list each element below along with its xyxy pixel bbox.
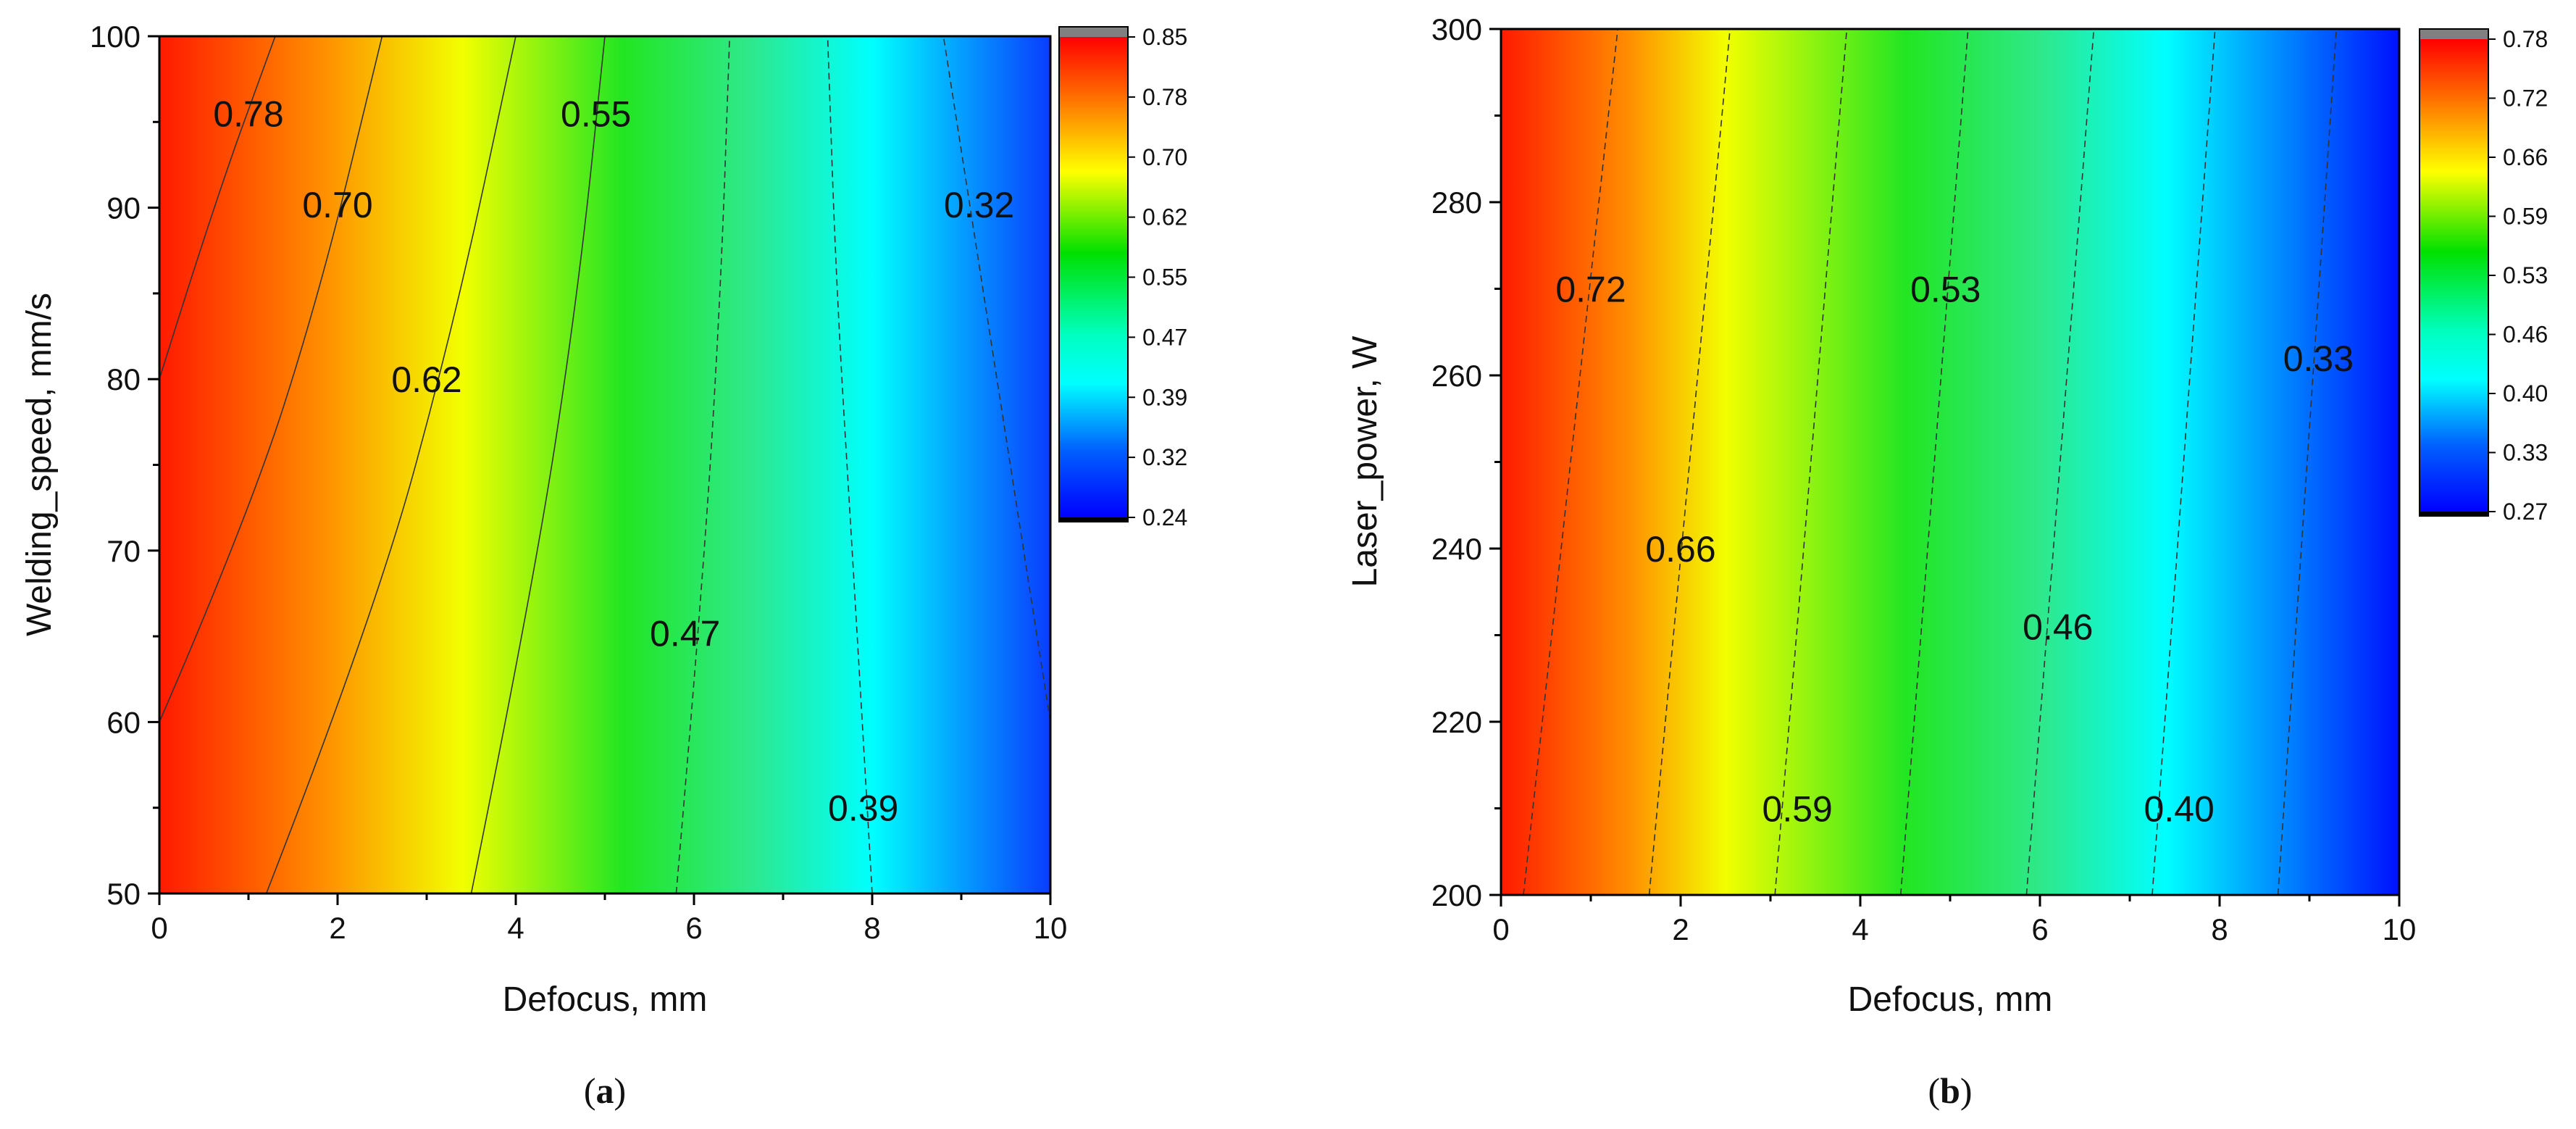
contour-line-b-0.33 (2277, 28, 2337, 896)
contour-label-b-0.53: 0.53 (1910, 270, 1981, 310)
colorbar-tick-label: 0.39 (1142, 384, 1187, 410)
colorbar-tick-label: 0.72 (2503, 86, 2548, 112)
colorbar-tick-label: 0.70 (1142, 144, 1187, 170)
contour-panel-a: 0.78 0.70 0.62 0.55 0.47 0.39 0.32 0 2 4 6 8 10 50 6… (20, 20, 1187, 1111)
colorbar-top-cap-b (2420, 29, 2488, 39)
colorbar-tick-label: 0.33 (2503, 440, 2548, 466)
contour-label-b-0.72: 0.72 (1555, 270, 1626, 310)
y-tick-label: 300 (1431, 12, 1482, 46)
contour-line-a-0.70 (159, 36, 383, 722)
contour-fill-b (1501, 29, 2399, 895)
colorbar-tick-label: 0.40 (2503, 380, 2548, 407)
colorbar-tick-label: 0.27 (2503, 499, 2548, 525)
x-tick-label: 10 (1034, 911, 1068, 945)
contour-label-a-0.32: 0.32 (944, 185, 1014, 225)
y-tick-label: 280 (1431, 186, 1482, 220)
contour-line-b-0.59 (1774, 28, 1848, 896)
x-tick-label: 0 (151, 911, 167, 945)
x-axis-label-a: Defocus, mm (503, 980, 708, 1019)
y-axis-ticks-b: 200 220 240 260 280 300 (1431, 12, 1501, 912)
colorbar-frame-b (2419, 28, 2489, 517)
contour-panel-b: 0.72 0.66 0.59 0.53 0.46 0.40 0.33 0 2 4 6 8 10 200… (1346, 12, 2548, 1111)
y-tick-label: 100 (90, 20, 141, 54)
contour-label-a-0.78: 0.78 (213, 93, 283, 134)
contour-lines-b: 0.72 0.66 0.59 0.53 0.46 0.40 0.33 (1523, 28, 2354, 896)
contour-lines-a: 0.78 0.70 0.62 0.55 0.47 0.39 0.32 (159, 36, 1051, 894)
x-tick-label: 10 (2383, 912, 2417, 946)
contour-line-a-0.62 (265, 36, 517, 894)
colorbar-ticks-a: 0.85 0.78 0.70 0.62 0.55 0.47 0.39 0.32 0.24 (1128, 24, 1187, 530)
x-axis-label-b: Defocus, mm (1848, 980, 2053, 1019)
contour-line-a-0.39 (827, 36, 873, 894)
x-axis-ticks-a: 0 2 4 6 8 10 (151, 893, 1067, 945)
colorbar-b (2420, 39, 2488, 512)
y-tick-label: 260 (1431, 359, 1482, 393)
y-tick-label: 240 (1431, 532, 1482, 566)
caption-label-b: b (1940, 1070, 1960, 1111)
x-tick-label: 8 (2211, 912, 2228, 946)
colorbar-frame-a (1058, 26, 1129, 522)
caption-a: (a) (584, 1070, 626, 1111)
contour-line-b-0.40 (2151, 28, 2216, 896)
y-tick-label: 80 (106, 362, 141, 396)
colorbar-tick-label: 0.78 (2503, 26, 2548, 52)
colorbar-tick-label: 0.47 (1142, 324, 1187, 350)
y-tick-label: 200 (1431, 878, 1482, 912)
y-tick-label: 220 (1431, 705, 1482, 739)
contour-fill-a (159, 36, 1050, 893)
contour-label-b-0.33: 0.33 (2283, 338, 2354, 379)
colorbar-tick-label: 0.62 (1142, 204, 1187, 230)
colorbar-top-cap-a (1059, 27, 1128, 37)
contour-label-a-0.62: 0.62 (391, 359, 461, 400)
x-tick-label: 2 (329, 911, 346, 945)
x-tick-label: 4 (1852, 912, 1868, 946)
y-tick-label: 90 (106, 191, 141, 225)
contour-line-a-0.78 (159, 36, 276, 380)
colorbar-tick-label: 0.85 (1142, 24, 1187, 50)
contour-line-b-0.46 (2025, 28, 2095, 896)
contour-line-a-0.32 (942, 36, 1051, 722)
contour-line-b-0.53 (1900, 28, 1969, 896)
y-axis-ticks-a: 50 60 70 80 90 100 (90, 20, 159, 911)
colorbar-tick-label: 0.59 (2503, 204, 2548, 230)
colorbar-tick-label: 0.32 (1142, 444, 1187, 470)
colorbar-tick-label: 0.46 (2503, 322, 2548, 348)
caption-label-a: a (596, 1070, 614, 1111)
contour-line-b-0.66 (1648, 28, 1731, 896)
contour-label-a-0.39: 0.39 (828, 788, 898, 829)
contour-label-b-0.40: 0.40 (2144, 789, 2215, 830)
contour-label-a-0.70: 0.70 (302, 185, 372, 225)
contour-label-b-0.66: 0.66 (1645, 529, 1715, 570)
x-tick-label: 6 (685, 911, 702, 945)
colorbar-ticks-b: 0.78 0.72 0.66 0.59 0.53 0.46 0.40 0.33 0.27 (2488, 26, 2548, 525)
x-tick-label: 8 (863, 911, 880, 945)
x-tick-label: 2 (1672, 912, 1689, 946)
x-tick-label: 4 (507, 911, 524, 945)
y-tick-label: 60 (106, 705, 141, 739)
colorbar-tick-label: 0.53 (2503, 262, 2548, 288)
contour-label-a-0.47: 0.47 (650, 613, 720, 654)
colorbar-tick-label: 0.55 (1142, 264, 1187, 291)
y-axis-label-b: Laser_power, W (1346, 336, 1384, 588)
x-tick-label: 0 (1492, 912, 1509, 946)
contour-label-a-0.55: 0.55 (561, 93, 631, 134)
contour-line-b-0.72 (1523, 28, 1618, 896)
colorbar-bottom-cap-b (2420, 512, 2488, 516)
colorbar-bottom-cap-a (1059, 517, 1128, 522)
contour-label-b-0.46: 0.46 (2023, 607, 2093, 648)
colorbar-a (1059, 37, 1128, 517)
contour-line-a-0.47 (675, 36, 730, 894)
y-axis-label-a: Welding_speed, mm/s (20, 293, 59, 636)
colorbar-tick-label: 0.66 (2503, 144, 2548, 170)
caption-b: (b) (1928, 1070, 1972, 1111)
y-tick-label: 70 (106, 534, 141, 568)
x-axis-ticks-b: 0 2 4 6 8 10 (1492, 895, 2416, 946)
contour-label-b-0.59: 0.59 (1762, 789, 1833, 830)
x-tick-label: 6 (2031, 912, 2048, 946)
colorbar-tick-label: 0.24 (1142, 504, 1187, 530)
colorbar-tick-label: 0.78 (1142, 84, 1187, 110)
y-tick-label: 50 (106, 877, 141, 911)
contour-line-a-0.55 (470, 36, 606, 894)
